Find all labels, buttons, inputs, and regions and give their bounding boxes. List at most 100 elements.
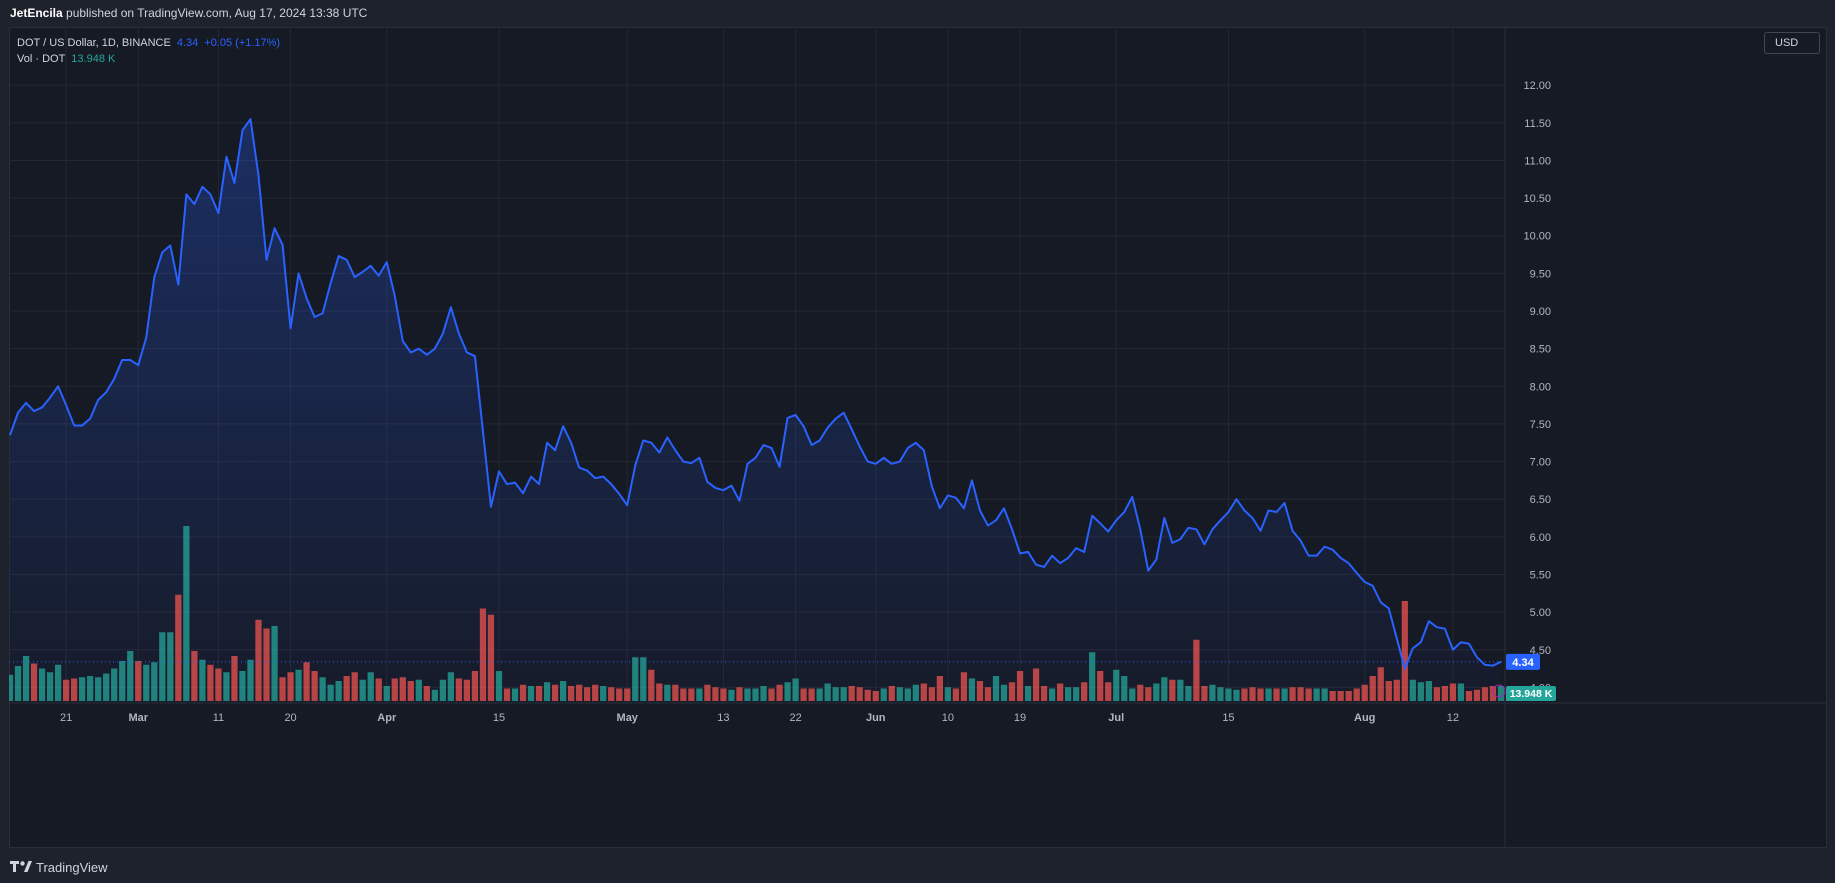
volume-bar [808, 688, 815, 701]
time-axis[interactable]: 21 Mar 11 20 Apr 15 May 13 22 Jun 10 19 Jul 15 Aug 12 [60, 712, 1459, 724]
volume-bar [1385, 681, 1392, 701]
volume-bar [776, 684, 783, 701]
footer-brand[interactable]: TradingView [10, 857, 108, 877]
price-tick-label: 9.00 [1530, 306, 1551, 318]
volume-bar [1313, 688, 1320, 701]
volume-bar [592, 684, 599, 701]
volume-bar [1249, 687, 1256, 701]
volume-bar [207, 664, 214, 701]
last-price-badge-label: 4.34 [1512, 657, 1534, 669]
volume-bar [744, 688, 751, 701]
volume-bar [768, 688, 775, 701]
volume-bar [135, 661, 142, 701]
volume-bar [46, 672, 54, 701]
volume-bar [327, 684, 334, 701]
volume-bar [199, 659, 206, 701]
volume-bar [1441, 686, 1449, 701]
currency-button[interactable]: USD [1764, 32, 1820, 54]
volume-bar [479, 608, 487, 701]
volume-bar [688, 688, 695, 701]
volume-bar [584, 687, 591, 701]
last-volume-badge-label: 13.948 K [1510, 688, 1553, 700]
volume-bar [519, 684, 527, 701]
volume-bar [1473, 689, 1481, 701]
volume-bar [880, 688, 887, 701]
volume-bar [391, 678, 398, 701]
price-axis[interactable]: 12.00 11.50 11.00 10.50 10.00 9.50 9.00 8.50 8.0… [1523, 80, 1551, 694]
volume-bar [231, 656, 238, 701]
volume-bar [1008, 682, 1016, 701]
volume-bar [720, 688, 727, 701]
volume-bar [343, 676, 350, 701]
volume-bar [1129, 688, 1136, 701]
volume-bar [71, 678, 78, 701]
volume-bar [151, 662, 158, 701]
volume-bar [559, 681, 567, 701]
price-tick-label: 9.50 [1530, 268, 1551, 280]
time-tick-label: 12 [1447, 712, 1459, 724]
price-tick-label: 6.00 [1530, 532, 1551, 544]
time-tick-label: 21 [60, 712, 72, 724]
volume-bar [792, 678, 799, 701]
volume-bar [984, 687, 992, 701]
volume-bar [1097, 671, 1104, 701]
volume-bar [535, 686, 543, 701]
volume-bar [447, 672, 455, 701]
volume-bar [295, 669, 302, 701]
volume-bars [9, 526, 1513, 701]
volume-bar [936, 676, 943, 701]
volume-bar [303, 662, 310, 701]
volume-bar [912, 684, 919, 701]
time-tick-label: 22 [789, 712, 801, 724]
last-volume-badge [1506, 686, 1556, 701]
volume-bar [1024, 686, 1032, 701]
volume-bar [848, 686, 855, 701]
tradingview-logo-icon [10, 861, 32, 872]
volume-bar [95, 677, 102, 701]
volume-bar [1265, 688, 1272, 701]
volume-bar [656, 683, 663, 701]
volume-bar [760, 686, 767, 701]
volume-bar [1121, 676, 1128, 701]
price-tick-label: 8.00 [1530, 381, 1551, 393]
price-badges: 4.34 13.948 K [1492, 653, 1556, 701]
volume-bar [672, 684, 679, 701]
volume-bar [576, 684, 583, 701]
volume-bar [1081, 682, 1088, 701]
volume-bar [279, 677, 286, 701]
price-tick-label: 4.50 [1530, 645, 1551, 657]
chart-legend: DOT / US Dollar, 1D, BINANCE 4.34 +0.05 (+… [17, 35, 280, 67]
volume-bar [872, 691, 879, 701]
volume-bar [351, 672, 358, 701]
volume-bar [311, 671, 318, 701]
volume-bar [1089, 652, 1096, 701]
price-tick-label: 10.50 [1523, 193, 1551, 205]
price-chart[interactable]: 12.00 11.50 11.00 10.50 10.00 9.50 9.00 8.50 8.0… [9, 27, 1827, 848]
time-tick-label: Aug [1354, 712, 1375, 724]
volume-bar [215, 668, 222, 701]
volume-bar [175, 594, 182, 701]
volume-bar [367, 672, 374, 701]
time-tick-label: Apr [377, 712, 397, 724]
volume-bar [664, 684, 671, 701]
price-tick-label: 10.00 [1523, 231, 1551, 243]
volume-bar [375, 678, 382, 701]
last-price-badge [1506, 653, 1540, 670]
time-tick-label: 15 [1222, 712, 1234, 724]
volume-bar [263, 628, 270, 701]
volume-bar [1137, 684, 1144, 701]
volume-bar [127, 651, 134, 701]
volume-bar [888, 686, 895, 701]
volume-bar [431, 689, 438, 701]
volume-bar [1225, 688, 1232, 701]
volume-bar [1073, 687, 1080, 701]
volume-bar [1048, 688, 1056, 701]
volume-bar [1329, 691, 1336, 701]
volume-bar [191, 651, 198, 701]
volume-bar [551, 684, 559, 701]
legend-last-price: 4.34 [176, 37, 199, 49]
volume-bar [1040, 686, 1048, 701]
volume-bar [255, 619, 262, 701]
volume-bar [920, 683, 927, 701]
volume-bar [1481, 687, 1489, 701]
